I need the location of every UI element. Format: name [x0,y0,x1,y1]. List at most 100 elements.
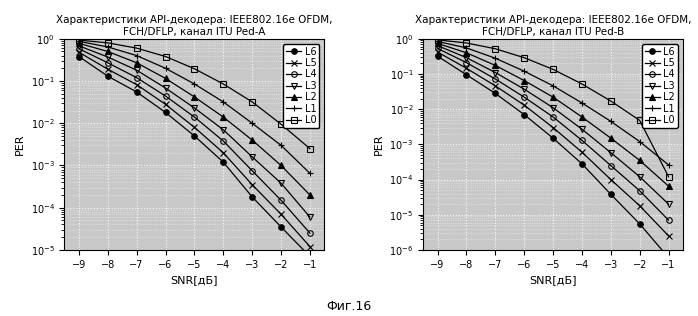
L3 [578,127,586,131]
L4 [664,218,673,222]
L2 [491,64,500,67]
L4 [306,231,314,235]
L4 [103,61,112,65]
L3 [75,44,83,48]
Line: L2: L2 [76,40,313,198]
L1 [549,84,557,88]
L3 [191,106,199,110]
X-axis label: SNR[дБ]: SNR[дБ] [529,275,577,285]
Y-axis label: PER: PER [373,134,384,155]
Line: L1: L1 [434,38,672,168]
L3 [248,155,256,159]
L3 [277,181,285,185]
Title: Характеристики API-декодера: IEEE802.16e OFDM,
FCH/DFLP, канал ITU Ped-B: Характеристики API-декодера: IEEE802.16e… [415,15,691,37]
L2 [133,61,141,65]
L0 [433,38,442,42]
X-axis label: SNR[дБ]: SNR[дБ] [171,275,218,285]
L1 [306,172,314,175]
L1 [75,40,83,43]
L1 [520,69,528,73]
L4 [635,189,644,193]
L5 [607,178,615,181]
L2 [607,136,615,140]
L6 [103,74,112,78]
L4 [133,76,141,80]
L2 [306,193,314,197]
L5 [520,103,528,107]
L4 [248,169,256,173]
L5 [578,150,586,154]
L0 [491,47,500,51]
L2 [219,115,228,119]
Title: Характеристики API-декодера: IEEE802.16e OFDM,
FCH/DFLP, канал ITU Ped-A: Характеристики API-декодера: IEEE802.16e… [56,15,333,37]
L3 [433,44,442,47]
L4 [75,47,83,51]
L1 [635,140,644,143]
L5 [103,67,112,71]
L6 [549,136,557,140]
L2 [191,95,199,99]
L6 [161,111,170,114]
L5 [433,50,442,54]
L0 [191,67,199,71]
L5 [549,126,557,130]
L6 [75,55,83,58]
L2 [664,184,673,188]
L1 [191,82,199,86]
L6 [462,73,470,77]
L4 [219,139,228,143]
L5 [306,245,314,248]
L4 [578,138,586,142]
L6 [133,90,141,94]
L1 [664,163,673,167]
L5 [75,50,83,54]
L6 [306,255,314,258]
L5 [248,183,256,187]
Line: L0: L0 [76,37,313,151]
L5 [664,234,673,238]
L3 [133,68,141,72]
L0 [635,118,644,122]
L0 [248,100,256,104]
L0 [133,46,141,50]
L1 [133,54,141,58]
Text: Фиг.16: Фиг.16 [327,300,371,313]
L3 [306,215,314,219]
L3 [219,128,228,132]
L3 [161,86,170,90]
Line: L5: L5 [76,49,313,249]
L3 [635,175,644,179]
L1 [607,119,615,123]
L4 [607,164,615,167]
L4 [520,95,528,99]
L5 [133,83,141,87]
Line: L6: L6 [76,54,313,259]
Line: L3: L3 [435,43,671,207]
L1 [103,45,112,49]
L3 [103,55,112,59]
L2 [103,50,112,53]
L6 [607,192,615,196]
L2 [578,115,586,119]
L0 [219,82,228,86]
L2 [549,95,557,99]
L4 [161,94,170,98]
L0 [161,55,170,58]
L1 [277,143,285,147]
L6 [248,195,256,199]
L3 [664,202,673,206]
L3 [462,56,470,60]
L3 [549,106,557,110]
L6 [664,256,673,260]
Line: L6: L6 [435,53,671,260]
L4 [462,61,470,64]
Legend: L6, L5, L4, L3, L2, L1, L0: L6, L5, L4, L3, L2, L1, L0 [283,44,320,128]
L2 [462,51,470,55]
L1 [433,40,442,43]
L1 [491,56,500,60]
L0 [520,56,528,60]
L3 [607,151,615,155]
L1 [219,100,228,104]
Line: L4: L4 [76,46,313,236]
L5 [191,125,199,129]
